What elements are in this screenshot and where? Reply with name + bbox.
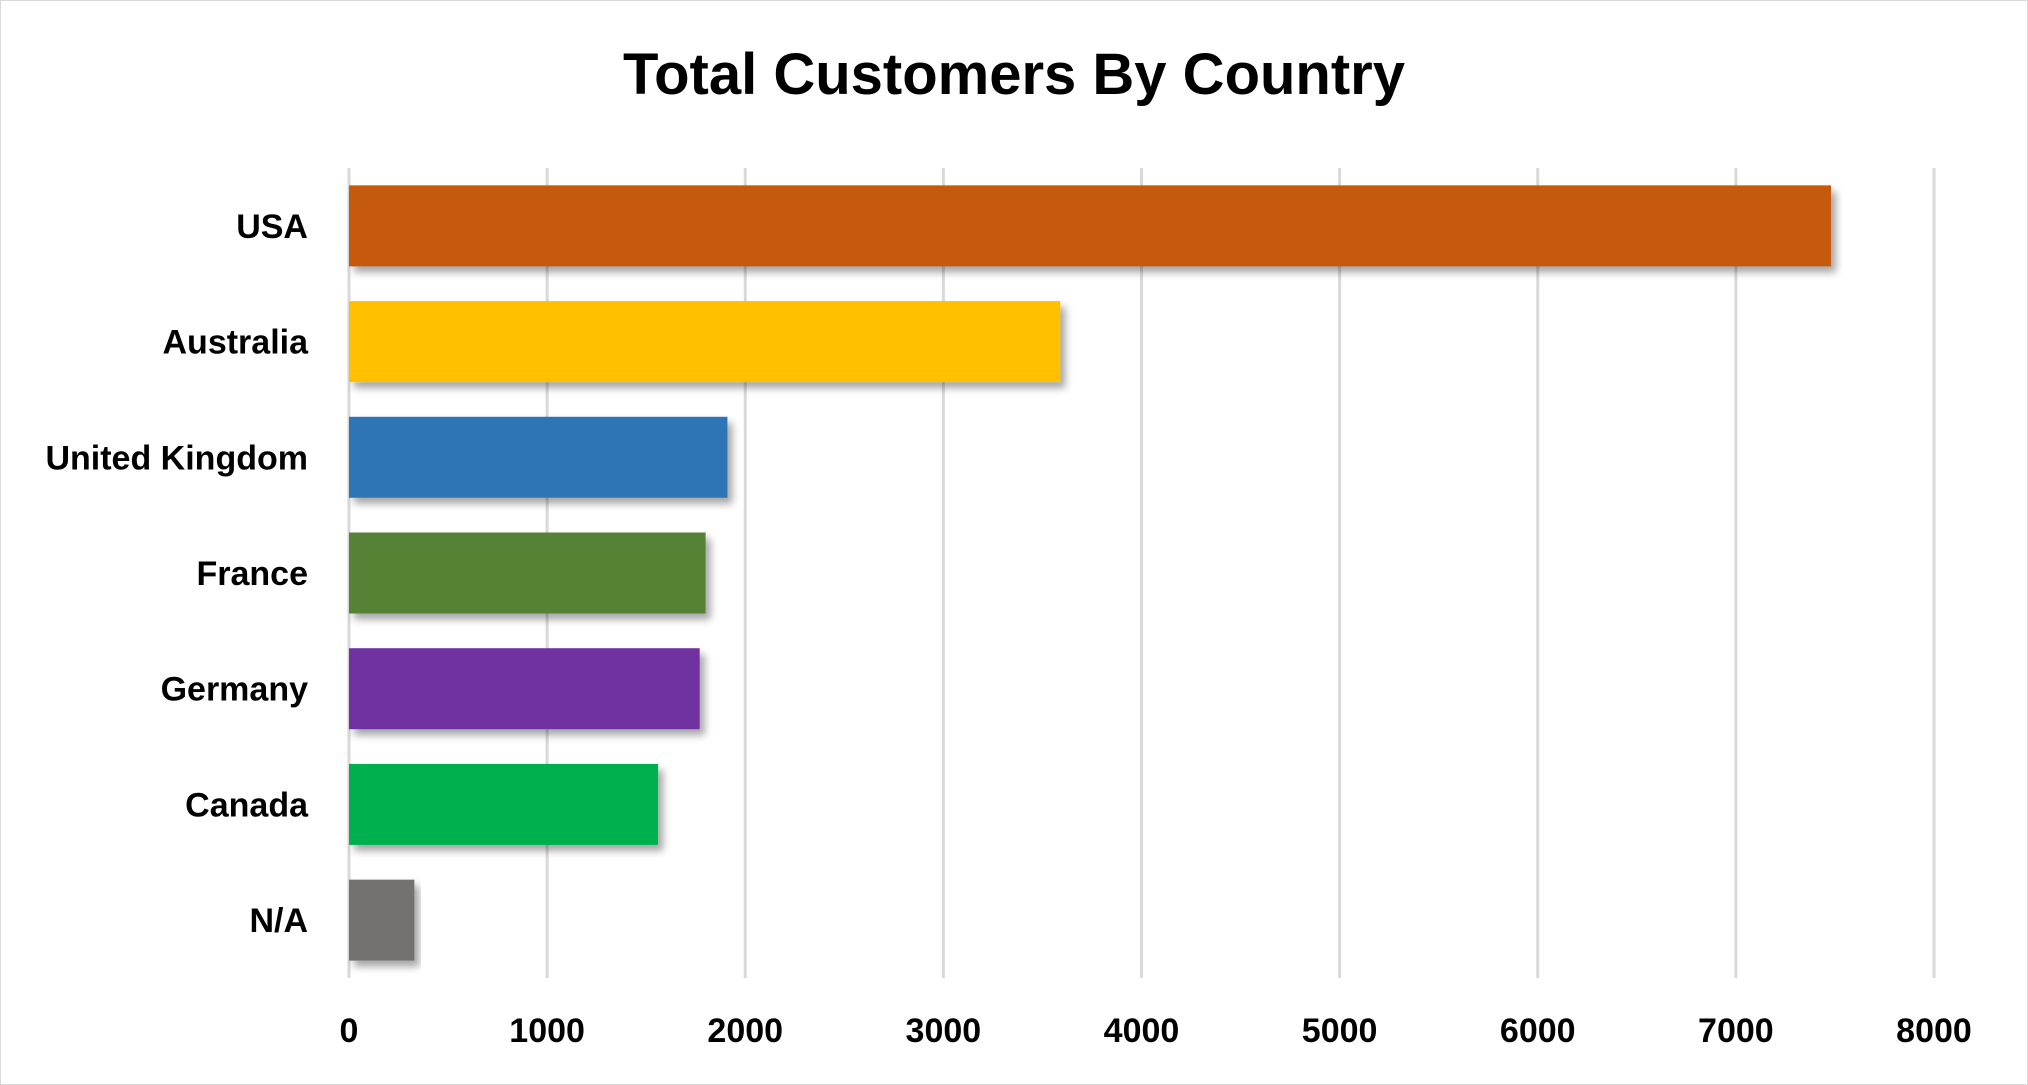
category-label-canada: Canada: [185, 786, 309, 824]
bar-australia: [349, 301, 1061, 383]
category-label-australia: Australia: [163, 324, 310, 362]
x-tick-label-1000: 1000: [509, 1012, 585, 1050]
x-tick-label-8000: 8000: [1896, 1012, 1972, 1050]
x-tick-label-3000: 3000: [906, 1012, 982, 1050]
category-label-germany: Germany: [161, 671, 308, 709]
bar-n-a: [349, 879, 415, 961]
bars: [349, 185, 1831, 961]
x-tick-label-2000: 2000: [707, 1012, 783, 1050]
x-tick-label-5000: 5000: [1302, 1012, 1378, 1050]
x-axis-tick-labels: 0 1000 2000 3000 4000 5000 6000 7000 8000: [340, 1012, 1972, 1050]
x-tick-label-7000: 7000: [1698, 1012, 1774, 1050]
bar-germany: [349, 648, 700, 730]
bar-united-kingdom: [349, 416, 728, 498]
bar-france: [349, 532, 706, 614]
x-tick-label-0: 0: [340, 1012, 359, 1050]
chart-title: Total Customers By Country: [623, 42, 1405, 107]
x-tick-label-4000: 4000: [1104, 1012, 1180, 1050]
category-labels: USA Australia United Kingdom France Germany C…: [45, 208, 309, 940]
category-label-usa: USA: [236, 208, 308, 246]
category-label-france: France: [197, 555, 309, 593]
category-label-united-kingdom: United Kingdom: [45, 439, 308, 477]
x-tick-label-6000: 6000: [1500, 1012, 1576, 1050]
category-label-n-a: N/A: [249, 902, 308, 940]
bar-canada: [349, 763, 659, 845]
bar-usa: [349, 185, 1831, 267]
